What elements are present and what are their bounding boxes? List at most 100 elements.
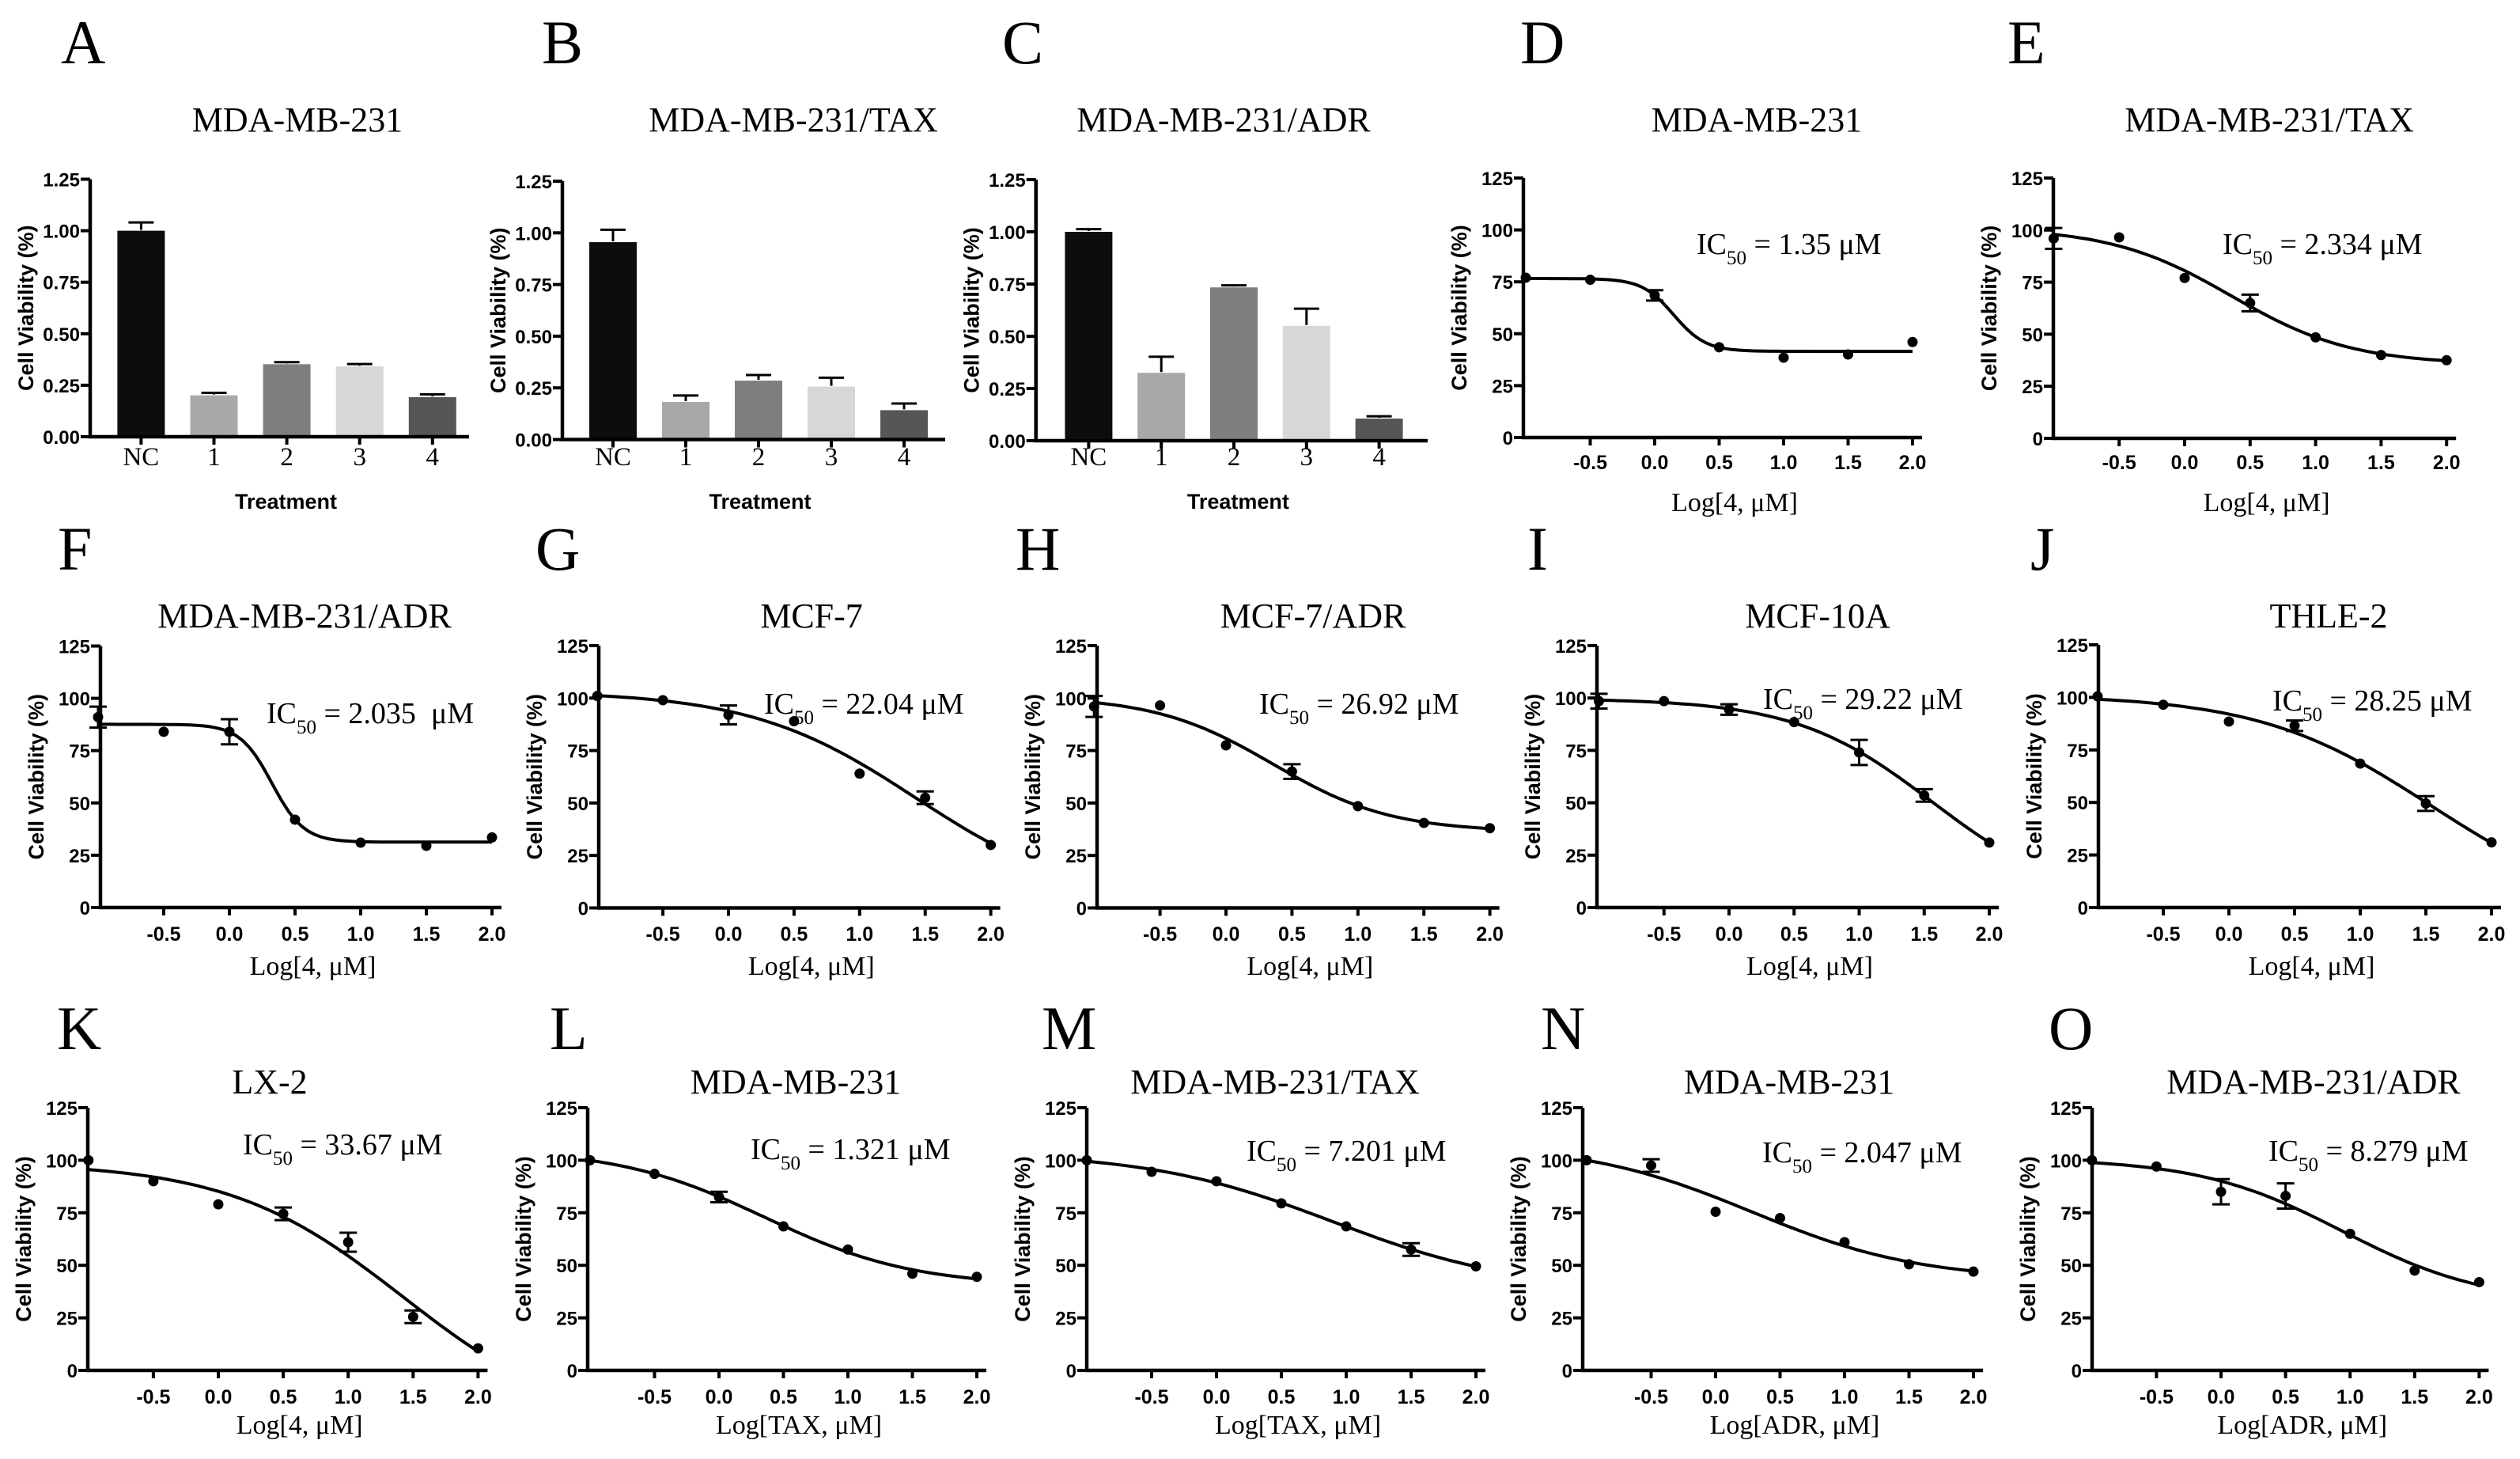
svg-text:-0.5: -0.5 [1634, 1386, 1668, 1408]
svg-text:4: 4 [898, 443, 911, 472]
svg-text:0.0: 0.0 [1213, 923, 1240, 946]
svg-text:0.5: 0.5 [1705, 452, 1733, 474]
svg-text:0: 0 [2072, 1361, 2082, 1382]
svg-text:Treatment: Treatment [709, 490, 811, 513]
svg-text:Log[4, μM]: Log[4, μM] [1671, 488, 1798, 517]
svg-text:0: 0 [80, 898, 90, 919]
svg-text:H: H [1016, 514, 1060, 583]
svg-text:25: 25 [2067, 846, 2088, 867]
svg-text:-0.5: -0.5 [1134, 1386, 1168, 1408]
svg-text:F: F [58, 514, 92, 583]
svg-text:100: 100 [1055, 688, 1087, 710]
svg-text:1.5: 1.5 [2401, 1386, 2428, 1408]
svg-text:0.5: 0.5 [2272, 1386, 2299, 1408]
svg-text:25: 25 [56, 1309, 78, 1330]
svg-text:50: 50 [1492, 324, 1513, 346]
svg-text:NC: NC [595, 443, 631, 472]
svg-text:-0.5: -0.5 [2146, 923, 2180, 946]
svg-text:-0.5: -0.5 [646, 923, 680, 946]
svg-text:1.25: 1.25 [515, 172, 552, 193]
svg-text:4: 4 [426, 443, 440, 472]
svg-text:50: 50 [2060, 1256, 2082, 1277]
svg-text:2: 2 [1228, 443, 1241, 472]
svg-text:1.5: 1.5 [1410, 923, 1438, 946]
svg-text:1.0: 1.0 [1831, 1386, 1859, 1408]
svg-text:0.50: 0.50 [43, 324, 80, 346]
svg-text:MDA-MB-231/ADR: MDA-MB-231/ADR [1076, 100, 1371, 139]
svg-text:25: 25 [1055, 1309, 1076, 1330]
svg-text:50: 50 [1565, 794, 1587, 815]
svg-text:MDA-MB-231/TAX: MDA-MB-231/TAX [1130, 1063, 1420, 1101]
svg-text:125: 125 [46, 1098, 78, 1120]
svg-text:0: 0 [67, 1361, 78, 1382]
svg-text:25: 25 [2022, 377, 2043, 398]
svg-text:NC: NC [1070, 443, 1107, 472]
svg-text:Cell Viability (%): Cell Viability (%) [1011, 1156, 1035, 1322]
svg-text:-0.5: -0.5 [1143, 923, 1177, 946]
svg-text:50: 50 [2067, 793, 2088, 814]
svg-text:Log[ADR, μM]: Log[ADR, μM] [2217, 1411, 2387, 1440]
svg-text:0.5: 0.5 [770, 1386, 797, 1408]
svg-text:O: O [2049, 994, 2093, 1063]
svg-text:1.0: 1.0 [1344, 923, 1372, 946]
svg-text:25: 25 [1492, 376, 1513, 397]
svg-text:0.5: 0.5 [781, 923, 808, 946]
svg-text:Cell Viability (%): Cell Viability (%) [14, 225, 38, 391]
svg-text:0.0: 0.0 [1716, 923, 1743, 946]
svg-text:1.5: 1.5 [2412, 923, 2440, 946]
svg-text:Cell Viability (%): Cell Viability (%) [1521, 694, 1545, 860]
svg-text:N: N [1541, 994, 1585, 1063]
svg-text:0.5: 0.5 [1278, 923, 1306, 946]
svg-text:B: B [542, 8, 583, 77]
svg-text:0.5: 0.5 [2281, 923, 2309, 946]
svg-text:0.5: 0.5 [2236, 452, 2264, 474]
svg-text:50: 50 [69, 794, 90, 815]
svg-text:0.5: 0.5 [1780, 923, 1808, 946]
svg-text:0.0: 0.0 [1641, 452, 1669, 474]
svg-text:125: 125 [1481, 169, 1513, 190]
svg-text:0.0: 0.0 [2208, 1386, 2235, 1408]
svg-text:0.25: 0.25 [989, 379, 1026, 400]
svg-text:Log[4, μM]: Log[4, μM] [250, 952, 376, 981]
svg-text:0.0: 0.0 [1702, 1386, 1730, 1408]
svg-text:0.5: 0.5 [270, 1386, 297, 1408]
svg-text:-0.5: -0.5 [638, 1386, 672, 1408]
svg-text:E: E [2007, 8, 2045, 77]
svg-text:1.0: 1.0 [335, 1386, 362, 1408]
svg-text:K: K [57, 994, 101, 1063]
svg-text:Cell Viability (%): Cell Viability (%) [12, 1156, 36, 1322]
svg-text:0.5: 0.5 [1766, 1386, 1794, 1408]
svg-text:75: 75 [1565, 741, 1587, 762]
svg-text:100: 100 [2011, 221, 2043, 242]
svg-text:2: 2 [752, 443, 766, 472]
svg-text:1.0: 1.0 [2336, 1386, 2364, 1408]
svg-text:2.0: 2.0 [977, 923, 1005, 946]
svg-text:0.75: 0.75 [515, 275, 552, 297]
svg-text:25: 25 [567, 846, 588, 867]
svg-text:2.0: 2.0 [479, 923, 506, 946]
svg-text:75: 75 [2067, 741, 2088, 762]
svg-text:0.0: 0.0 [715, 923, 743, 946]
svg-text:1.00: 1.00 [43, 222, 80, 243]
svg-text:125: 125 [1045, 1098, 1076, 1120]
svg-text:1.0: 1.0 [846, 923, 873, 946]
svg-text:75: 75 [56, 1203, 78, 1225]
svg-text:2.0: 2.0 [1462, 1386, 1490, 1408]
svg-text:0: 0 [2033, 429, 2043, 450]
svg-text:1.5: 1.5 [1910, 923, 1938, 946]
svg-text:1: 1 [679, 443, 693, 472]
svg-text:0.0: 0.0 [706, 1386, 733, 1408]
svg-text:2.0: 2.0 [2478, 923, 2506, 946]
svg-text:-0.5: -0.5 [1573, 452, 1607, 474]
svg-text:0.50: 0.50 [989, 327, 1026, 348]
svg-text:0: 0 [1066, 1361, 1076, 1382]
svg-text:3: 3 [825, 443, 838, 472]
svg-text:1.0: 1.0 [834, 1386, 862, 1408]
svg-text:125: 125 [2050, 1098, 2082, 1120]
svg-text:MDA-MB-231/ADR: MDA-MB-231/ADR [157, 597, 452, 635]
svg-text:0.25: 0.25 [43, 376, 80, 397]
svg-text:Log[ADR, μM]: Log[ADR, μM] [1710, 1411, 1880, 1440]
svg-text:0.25: 0.25 [515, 378, 552, 400]
svg-text:2.0: 2.0 [2465, 1386, 2493, 1408]
svg-text:1: 1 [207, 443, 221, 472]
